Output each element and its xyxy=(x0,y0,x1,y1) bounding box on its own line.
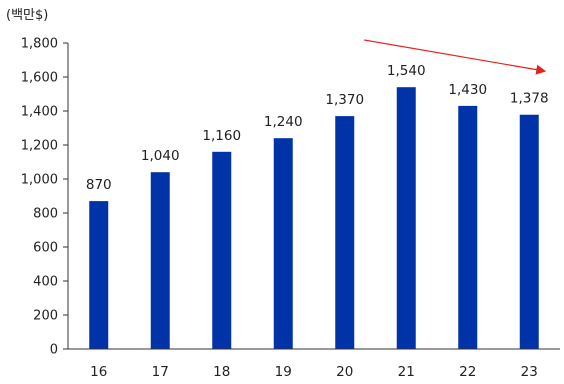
bar-21 xyxy=(396,87,416,349)
unit-label: (백만$) xyxy=(6,8,49,23)
y-tick-label: 600 xyxy=(33,241,58,256)
bar-20 xyxy=(335,116,355,349)
data-labels: 870 1,040 1,160 1,240 1,370 1,540 1,430 1,378 xyxy=(86,63,549,193)
data-label-23: 1,378 xyxy=(510,91,549,107)
data-label-19: 1,240 xyxy=(264,114,303,130)
data-label-16: 870 xyxy=(86,177,112,193)
trend-arrow xyxy=(364,39,547,75)
data-label-21: 1,540 xyxy=(387,63,426,79)
x-tick-label-23: 23 xyxy=(521,364,538,380)
y-tick-label: 400 xyxy=(33,275,58,290)
data-label-17: 1,040 xyxy=(141,148,180,164)
bar-22 xyxy=(458,105,478,350)
data-label-20: 1,370 xyxy=(325,92,364,108)
x-tick-label-20: 20 xyxy=(336,364,353,380)
bar-18 xyxy=(212,151,232,349)
y-tick-label: 800 xyxy=(33,207,58,222)
data-label-18: 1,160 xyxy=(202,128,241,144)
bar-16 xyxy=(89,201,109,349)
x-tick-label-17: 17 xyxy=(152,364,169,380)
data-label-22: 1,430 xyxy=(448,82,487,98)
bar-23 xyxy=(519,114,539,350)
y-tick-label: 0 xyxy=(50,343,58,358)
x-tick-label-21: 21 xyxy=(398,364,415,380)
bars xyxy=(89,87,539,350)
y-tick-label: 1,600 xyxy=(21,71,58,86)
bar-19 xyxy=(273,138,293,349)
x-tick-label-18: 18 xyxy=(213,364,230,380)
y-tick-label: 1,800 xyxy=(21,37,58,52)
x-tick-label-22: 22 xyxy=(459,364,476,380)
x-tick-label-16: 16 xyxy=(90,364,107,380)
y-tick-label: 1,400 xyxy=(21,105,58,120)
x-axis-ticks: 16 17 18 19 20 21 22 23 xyxy=(90,364,538,380)
x-tick-label-19: 19 xyxy=(275,364,292,380)
y-axis-ticks: 0 200 400 600 800 1,000 1,200 1,400 1,600 1,800 xyxy=(21,37,68,358)
y-tick-label: 200 xyxy=(33,309,58,324)
y-tick-label: 1,200 xyxy=(21,139,58,154)
bar-17 xyxy=(150,172,170,349)
y-tick-label: 1,000 xyxy=(21,173,58,188)
